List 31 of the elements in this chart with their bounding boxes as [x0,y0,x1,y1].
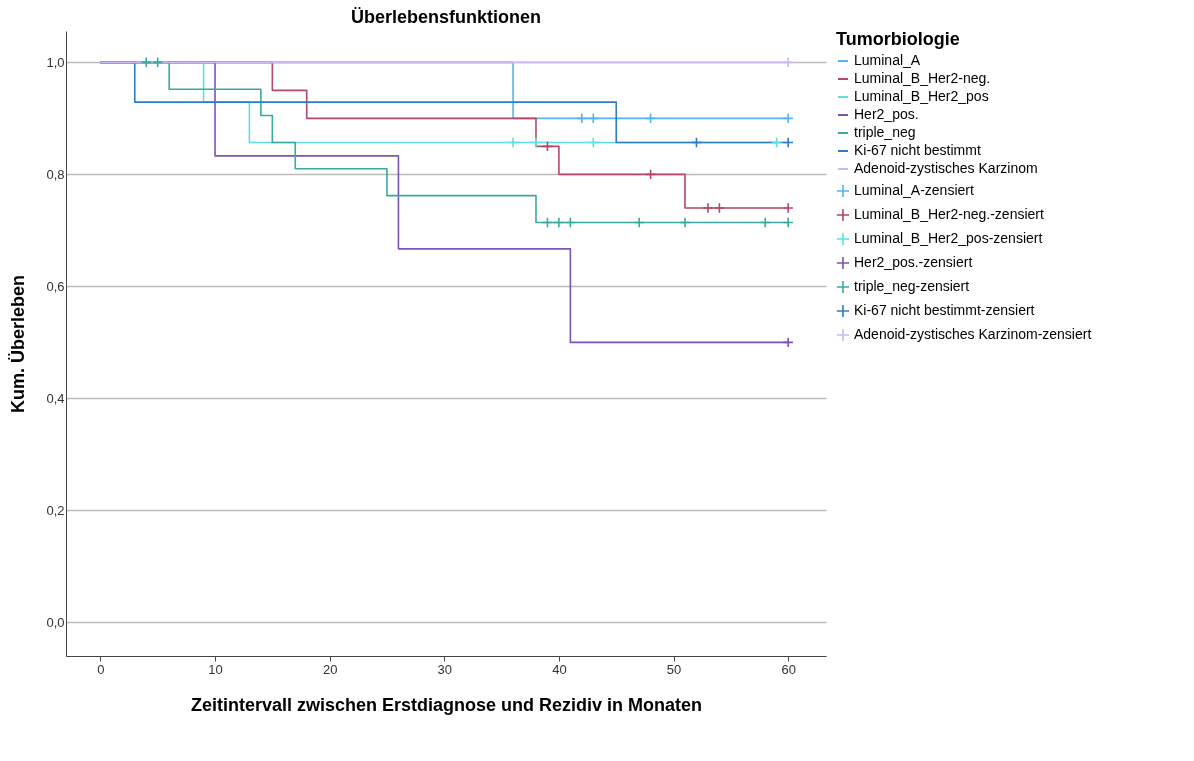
legend-label: triple_neg [854,124,916,140]
legend-label: Her2_pos. [854,106,919,122]
legend-label: Adenoid-zystisches Karzinom [854,160,1038,176]
x-tick-label: 50 [666,661,682,677]
chart-title: Überlebensfunktionen [350,7,542,27]
legend-label: Luminal_B_Her2_pos-zensiert [854,230,1043,246]
y-axis-title: Kum. Überleben [8,274,29,414]
legend-label: Ki-67 nicht bestimmt-zensiert [854,302,1035,318]
x-tick-label: 40 [552,661,567,677]
legend-title: Tumorbiologie [836,29,960,49]
x-tick-label: 0 [97,661,105,677]
y-tick-label: 0,2 [46,502,65,518]
legend-label: triple_neg-zensiert [854,278,970,294]
x-tick-label: 60 [781,661,796,677]
x-tick-label: 20 [322,661,338,677]
x-axis-title: Zeitintervall zwischen Erstdiagnose und Rezidiv in Monaten [190,694,703,715]
y-tick-label: 1,0 [46,54,65,70]
legend-label: Luminal_B_Her2-neg.-zensiert [854,206,1044,222]
y-tick-label: 0,8 [46,166,65,182]
legend-label: Her2_pos.-zensiert [854,254,973,270]
x-tick-label: 10 [208,661,223,677]
x-tick-label: 30 [437,661,453,677]
y-tick-label: 0,4 [46,390,65,406]
y-tick-label: 0,0 [46,614,65,630]
legend-label: Adenoid-zystisches Karzinom-zensiert [854,326,1092,342]
y-tick-label: 0,6 [46,278,65,294]
legend-label: Luminal_A [854,52,921,68]
legend-label: Luminal_B_Her2-neg. [854,70,991,86]
legend-label: Luminal_B_Her2_pos [854,88,989,104]
legend-label: Luminal_A-zensiert [854,182,974,198]
legend-label: Ki-67 nicht bestimmt [854,142,981,158]
